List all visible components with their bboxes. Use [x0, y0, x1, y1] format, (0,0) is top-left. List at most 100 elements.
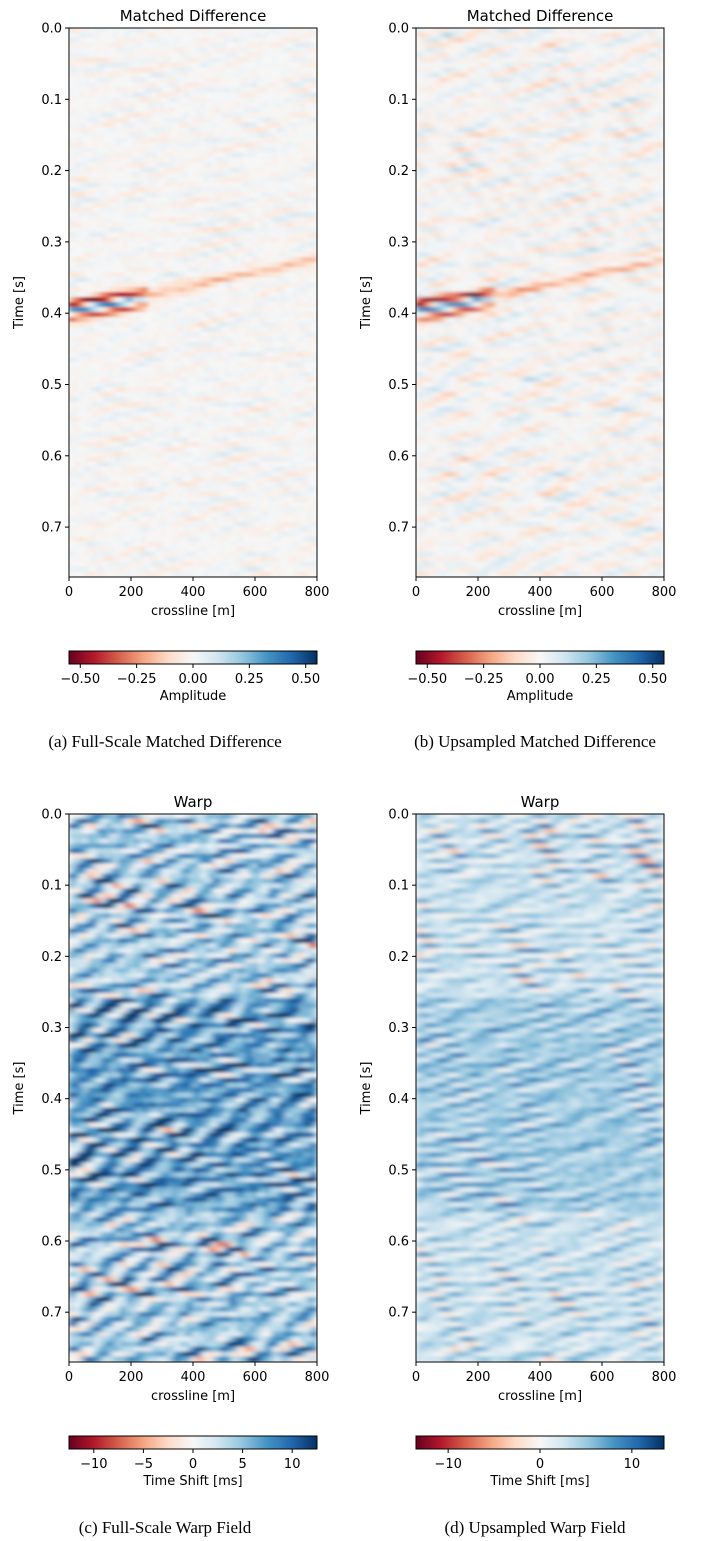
- heatmap-cell: [308, 47, 314, 54]
- heatmap-cell: [204, 42, 210, 49]
- heatmap-cell: [192, 192, 198, 199]
- heatmap-cell: [252, 342, 258, 348]
- heatmap-cell: [156, 411, 162, 418]
- heatmap-cell: [148, 262, 154, 268]
- heatmap-cell: [216, 317, 222, 323]
- heatmap-cell: [260, 177, 266, 184]
- heatmap-cell: [156, 342, 162, 348]
- heatmap-cell: [156, 337, 162, 343]
- heatmap-cell: [236, 42, 242, 49]
- heatmap-cell: [200, 411, 206, 418]
- heatmap-cell: [228, 267, 234, 273]
- heatmap-cell: [104, 47, 110, 54]
- heatmap-cell: [256, 262, 262, 268]
- heatmap-cell: [212, 312, 218, 318]
- heatmap-cell: [188, 312, 194, 318]
- heatmap-cell: [84, 232, 90, 239]
- heatmap-cell: [132, 127, 138, 134]
- heatmap-cell: [72, 62, 78, 69]
- heatmap-cell: [92, 212, 98, 219]
- heatmap-cell: [284, 137, 290, 144]
- heatmap-cell: [104, 347, 110, 353]
- heatmap-cell: [264, 197, 270, 204]
- heatmap-cell: [216, 247, 222, 253]
- heatmap-cell: [124, 72, 130, 79]
- heatmap-cell: [260, 52, 266, 59]
- heatmap-cell: [208, 426, 214, 433]
- heatmap-cell: [284, 77, 290, 84]
- heatmap-cell: [184, 416, 190, 423]
- heatmap-cell: [144, 142, 150, 149]
- heatmap-cell: [148, 337, 154, 343]
- heatmap-cell: [104, 122, 110, 129]
- heatmap-cell: [196, 132, 202, 139]
- heatmap-cell: [132, 217, 138, 224]
- heatmap-cell: [304, 87, 310, 94]
- heatmap-cell: [252, 142, 258, 149]
- heatmap-cell: [124, 127, 130, 134]
- heatmap-cell: [260, 396, 266, 403]
- heatmap-cell: [256, 347, 262, 353]
- heatmap-cell: [148, 82, 154, 89]
- heatmap-cell: [84, 97, 90, 104]
- heatmap-cell: [80, 406, 86, 413]
- heatmap-cell: [216, 327, 222, 333]
- heatmap-cell: [224, 177, 230, 184]
- heatmap-cell: [184, 122, 190, 129]
- heatmap-cell: [124, 247, 130, 253]
- heatmap-cell: [300, 277, 306, 283]
- heatmap-cell: [69, 416, 74, 423]
- heatmap-cell: [69, 396, 74, 403]
- heatmap-cell: [148, 322, 154, 328]
- heatmap-cell: [132, 102, 138, 109]
- heatmap-cell: [128, 177, 134, 184]
- heatmap-cell: [144, 327, 150, 333]
- heatmap-cell: [116, 177, 122, 184]
- heatmap-cell: [116, 172, 122, 179]
- heatmap-cell: [308, 386, 314, 393]
- heatmap-cell: [236, 352, 242, 358]
- heatmap-cell: [280, 237, 286, 244]
- heatmap-cell: [128, 157, 134, 164]
- heatmap-cell: [208, 202, 214, 209]
- heatmap-cell: [232, 272, 238, 278]
- heatmap-cell: [200, 421, 206, 428]
- heatmap-cell: [244, 222, 250, 229]
- heatmap-cell: [288, 147, 294, 154]
- heatmap-cell: [228, 406, 234, 413]
- heatmap-cell: [300, 297, 306, 303]
- heatmap-cell: [76, 297, 82, 303]
- heatmap-cell: [268, 322, 274, 328]
- heatmap-cell: [292, 327, 298, 333]
- heatmap-cell: [228, 162, 234, 169]
- heatmap-cell: [72, 292, 78, 298]
- heatmap-cell: [268, 202, 274, 209]
- heatmap-cell: [136, 376, 142, 383]
- heatmap-cell: [156, 267, 162, 273]
- heatmap-cell: [180, 87, 186, 94]
- heatmap-cell: [280, 262, 286, 268]
- heatmap-cell: [228, 366, 234, 373]
- heatmap-cell: [156, 207, 162, 214]
- heatmap-cell: [292, 87, 298, 94]
- heatmap-cell: [296, 347, 302, 353]
- heatmap-cell: [192, 222, 198, 229]
- heatmap-cell: [264, 127, 270, 134]
- heatmap-cell: [200, 187, 206, 194]
- heatmap-cell: [184, 82, 190, 89]
- heatmap-cell: [180, 162, 186, 169]
- heatmap-cell: [80, 352, 86, 358]
- heatmap-cell: [140, 117, 146, 124]
- heatmap-cell: [104, 282, 110, 288]
- heatmap-cell: [116, 212, 122, 219]
- heatmap-cell: [148, 192, 154, 199]
- heatmap-cell: [260, 162, 266, 169]
- heatmap-cell: [116, 411, 122, 418]
- heatmap-cell: [108, 177, 114, 184]
- heatmap-cell: [228, 421, 234, 428]
- heatmap-cell: [168, 272, 174, 278]
- heatmap-cell: [248, 337, 254, 343]
- heatmap-cell: [204, 157, 210, 164]
- heatmap-cell: [192, 32, 198, 39]
- heatmap-cell: [192, 197, 198, 204]
